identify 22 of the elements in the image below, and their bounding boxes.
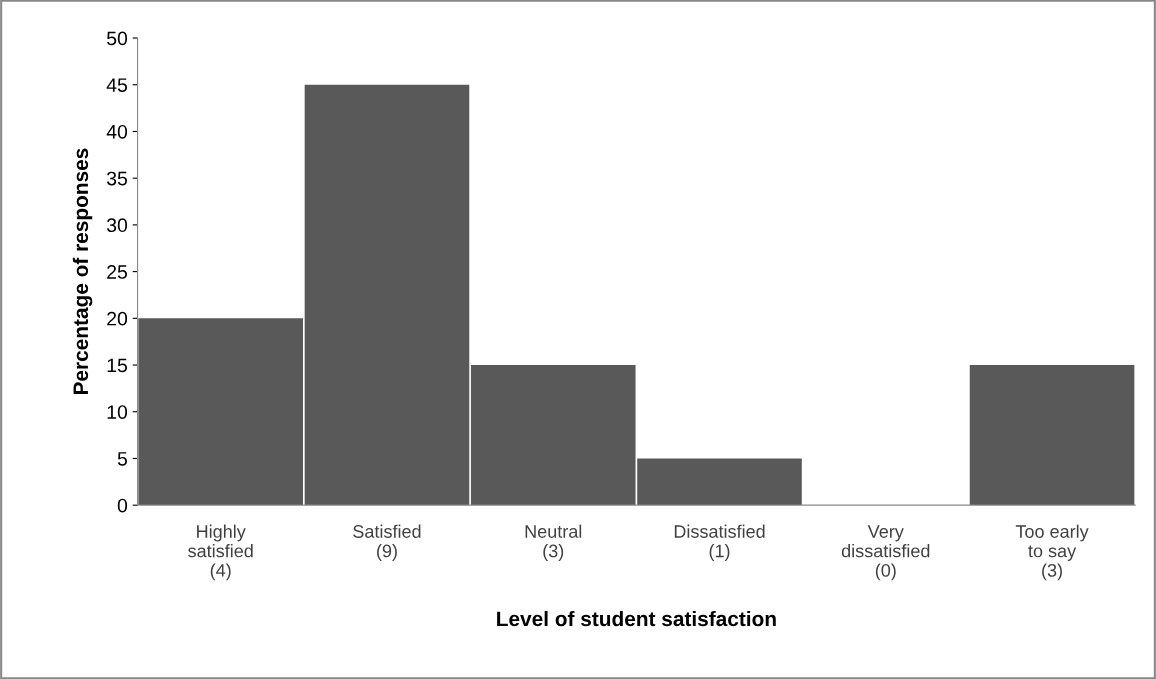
y-tick-label: 5 <box>117 452 128 466</box>
y-tick-label: 45 <box>106 78 128 92</box>
y-tick-label: 40 <box>106 124 128 139</box>
bar <box>304 84 470 506</box>
y-tick-label: 15 <box>107 358 128 373</box>
y-tick-label: 50 <box>106 31 128 46</box>
x-tick-label: Satisfied (9) <box>353 524 421 561</box>
y-tick-label: 25 <box>107 265 128 279</box>
y-tick-label: 35 <box>106 171 128 186</box>
y-tick-label: 0 <box>117 498 128 513</box>
bar <box>969 365 1135 506</box>
y-axis-title: Percentage of responses <box>72 148 93 395</box>
x-tick-label: Neutral (3) <box>525 524 582 561</box>
y-tick-label: 20 <box>107 311 128 326</box>
x-tick-label: Very dissatisfied (0) <box>841 525 930 581</box>
x-tick-label: Dissatisfied (1) <box>674 524 765 561</box>
x-tick-label: Too early to say (3) <box>1015 524 1089 581</box>
y-tick-label: 10 <box>107 405 128 419</box>
x-axis-title: Level of student satisfaction <box>497 610 776 627</box>
x-tick-label: Highly satisfied (4) <box>188 524 253 581</box>
bar <box>138 318 303 506</box>
y-tick-label: 30 <box>106 218 128 233</box>
